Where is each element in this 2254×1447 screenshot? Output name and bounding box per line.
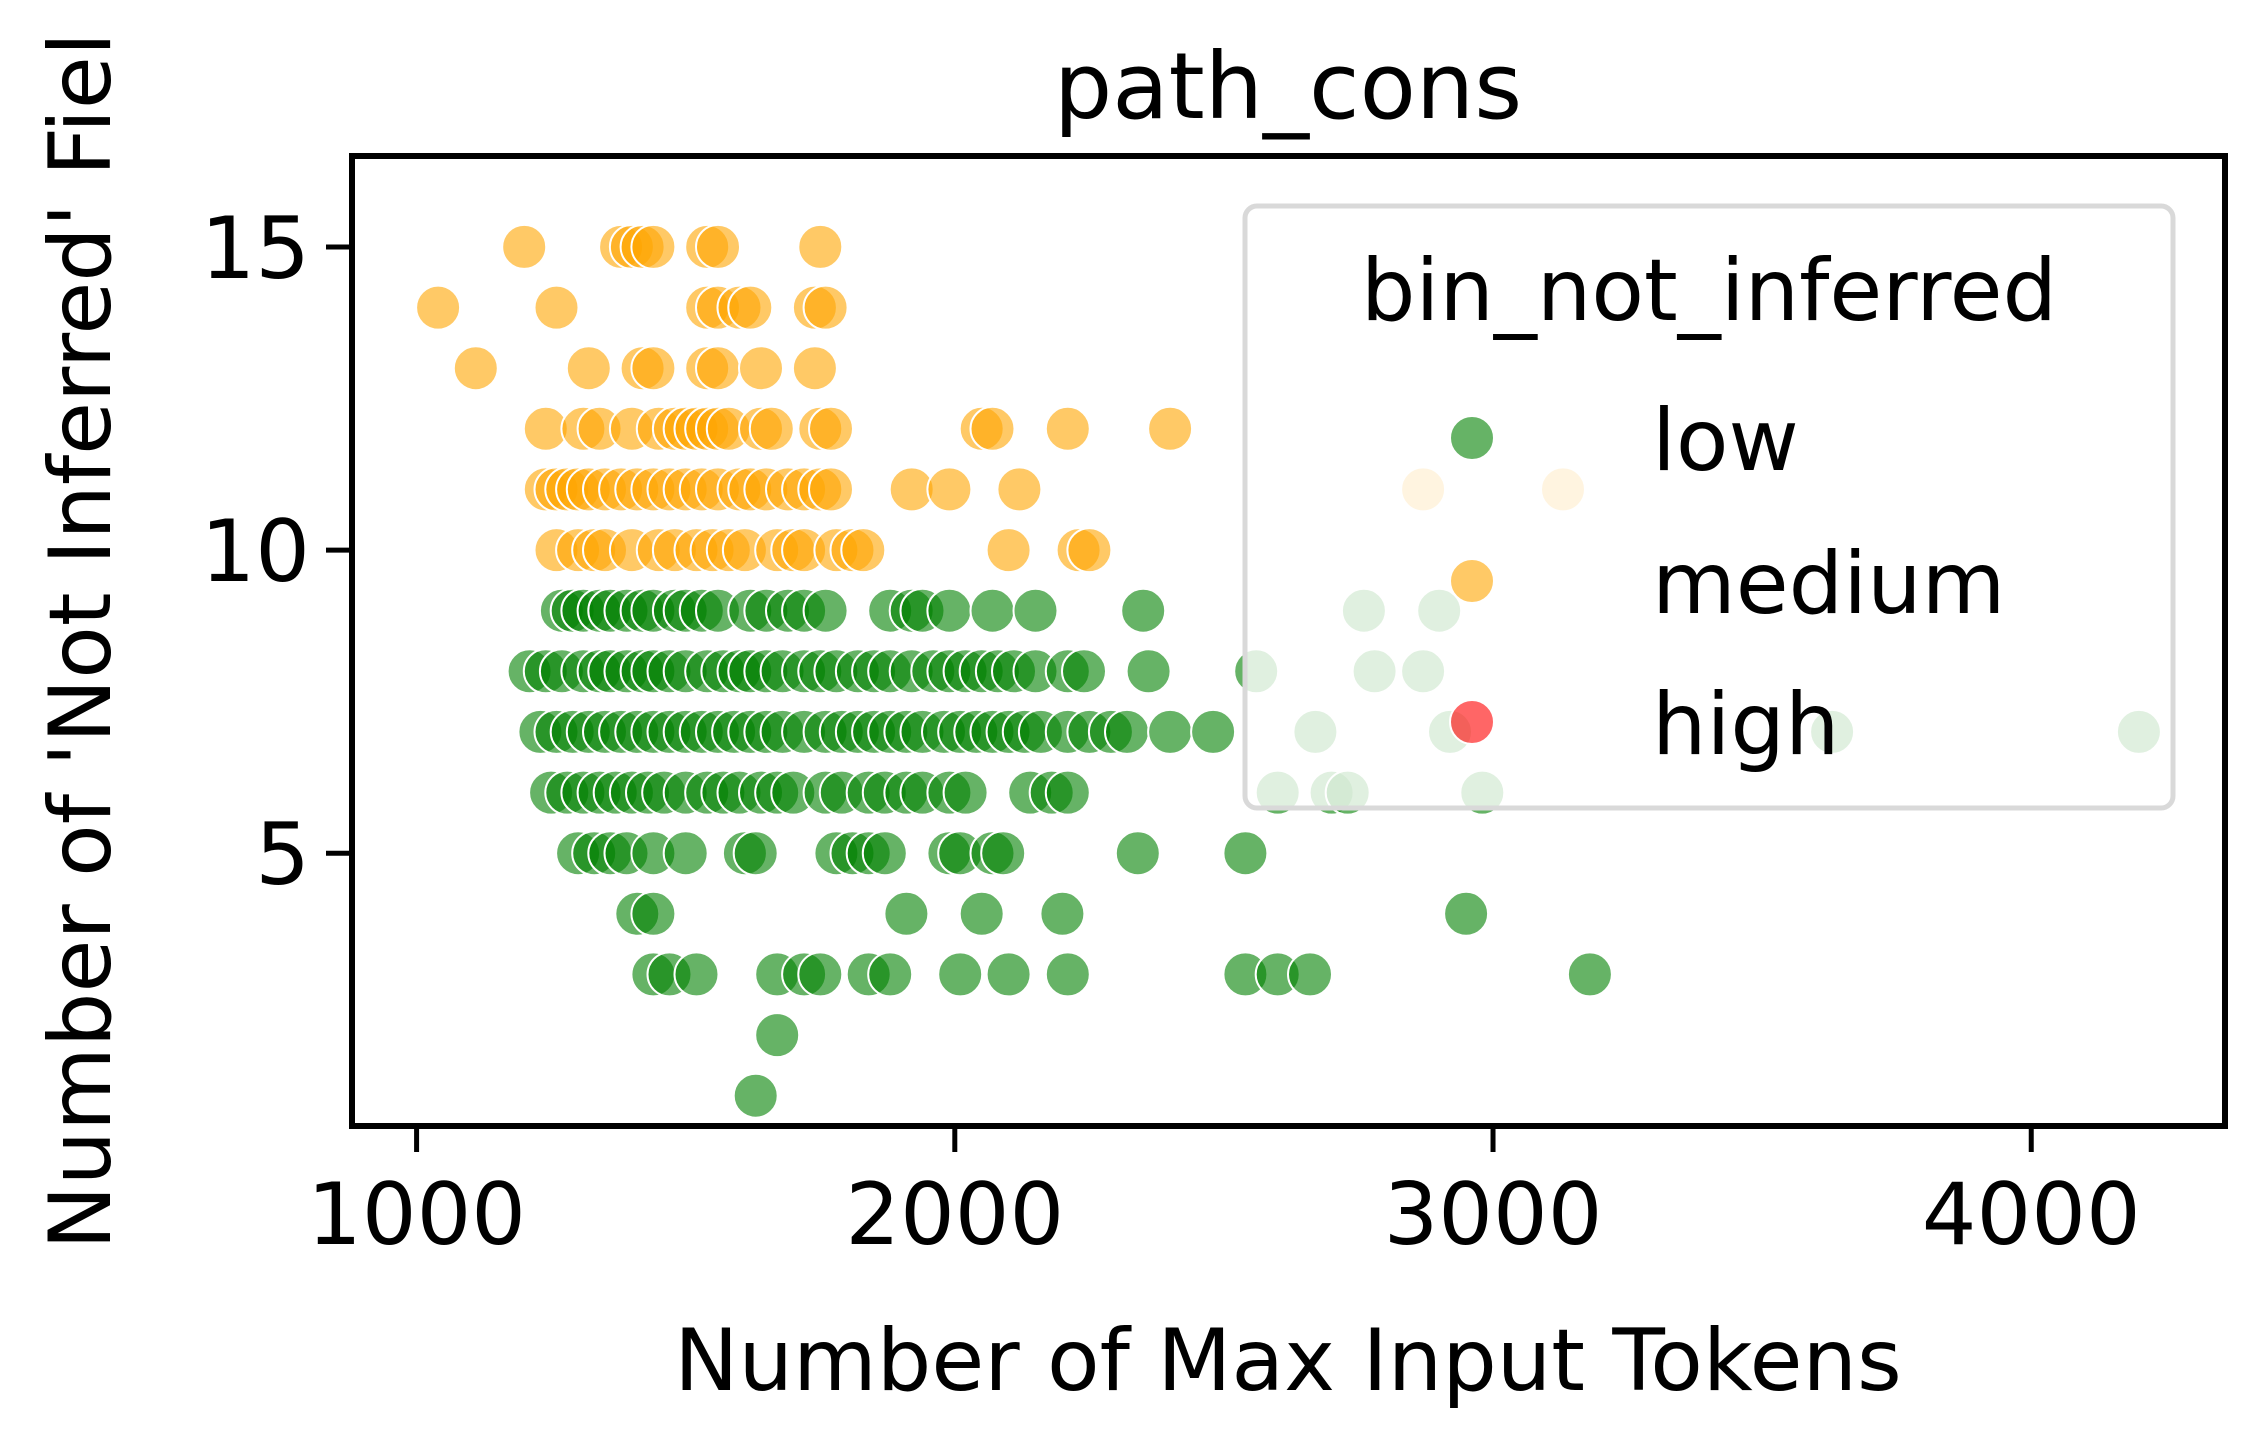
data-point-low-157 bbox=[1443, 890, 1490, 937]
data-point-medium-13 bbox=[727, 284, 774, 331]
data-point-low-166 bbox=[937, 951, 984, 998]
data-point-low-59 bbox=[1125, 648, 1172, 695]
legend-label-high: high bbox=[1652, 675, 1840, 775]
data-point-low-21 bbox=[969, 587, 1016, 634]
data-point-low-22 bbox=[1012, 587, 1059, 634]
data-point-medium-41 bbox=[1044, 405, 1091, 452]
y-axis-ticks: 5 10 15 bbox=[201, 199, 352, 905]
data-point-low-145 bbox=[861, 830, 908, 877]
data-point-medium-9 bbox=[533, 284, 580, 331]
data-point-medium-6 bbox=[695, 223, 741, 270]
data-point-medium-19 bbox=[630, 345, 677, 392]
data-point-medium-84 bbox=[840, 527, 887, 574]
data-point-medium-62 bbox=[808, 466, 854, 513]
data-point-medium-85 bbox=[985, 527, 1032, 574]
data-point-medium-17 bbox=[565, 345, 612, 392]
data-point-low-172 bbox=[1566, 951, 1613, 998]
data-point-medium-42 bbox=[1147, 405, 1194, 452]
legend-box bbox=[1242, 203, 2176, 811]
y-axis-label: Number of 'Not Inferred' Fiel bbox=[31, 32, 131, 1249]
data-point-low-97 bbox=[1104, 708, 1150, 755]
plot-area-frame bbox=[349, 153, 2228, 1129]
data-point-low-153 bbox=[630, 890, 677, 937]
x-tick-label-4000: 4000 bbox=[1922, 1165, 2141, 1265]
y-tick-label-10: 10 bbox=[201, 502, 310, 602]
data-point-medium-22 bbox=[738, 345, 784, 392]
data-point-medium-16 bbox=[452, 345, 499, 392]
data-point-medium-36 bbox=[748, 405, 795, 452]
data-point-low-150 bbox=[1114, 830, 1161, 877]
data-point-medium-4 bbox=[630, 223, 677, 270]
x-axis-ticks: 1000 2000 3000 4000 bbox=[307, 1126, 2141, 1265]
legend-title: bin_not_inferred bbox=[1361, 241, 2057, 341]
x-tick-label-1000: 1000 bbox=[307, 1165, 526, 1265]
data-point-low-129 bbox=[1044, 769, 1091, 816]
legend: bin_not_inferred low medium high bbox=[1242, 203, 2176, 811]
data-point-low-126 bbox=[942, 769, 989, 816]
data-point-low-99 bbox=[1190, 708, 1237, 755]
data-point-medium-23 bbox=[791, 345, 838, 392]
x-tick-label-2000: 2000 bbox=[845, 1165, 1064, 1265]
data-point-low-156 bbox=[1039, 890, 1086, 937]
data-point-low-160 bbox=[673, 951, 720, 998]
data-point-low-98 bbox=[1147, 708, 1194, 755]
y-tick-label-5: 5 bbox=[255, 805, 310, 905]
legend-label-low: low bbox=[1652, 391, 1799, 491]
data-point-medium-65 bbox=[996, 466, 1043, 513]
data-point-low-174 bbox=[732, 1072, 779, 1119]
data-point-low-151 bbox=[1222, 830, 1269, 877]
data-point-low-20 bbox=[926, 587, 973, 634]
data-point-low-154 bbox=[883, 890, 930, 937]
data-point-medium-0 bbox=[501, 223, 548, 270]
data-point-medium-15 bbox=[802, 284, 849, 331]
data-point-medium-7 bbox=[797, 223, 844, 270]
data-point-low-168 bbox=[1044, 951, 1091, 998]
chart-title: path_cons bbox=[1054, 33, 1522, 140]
data-point-low-139 bbox=[662, 830, 709, 877]
data-point-low-163 bbox=[797, 951, 844, 998]
data-point-low-155 bbox=[958, 890, 1005, 937]
data-point-medium-64 bbox=[926, 466, 973, 513]
data-point-low-173 bbox=[754, 1012, 801, 1059]
legend-marker-high bbox=[1449, 699, 1495, 745]
x-tick-label-3000: 3000 bbox=[1384, 1165, 1603, 1265]
x-axis-label: Number of Max Input Tokens bbox=[674, 1311, 1902, 1411]
data-point-medium-21 bbox=[695, 345, 741, 392]
data-point-low-16 bbox=[802, 587, 849, 634]
data-point-low-171 bbox=[1287, 951, 1333, 998]
data-point-medium-38 bbox=[808, 405, 854, 452]
data-point-low-141 bbox=[732, 830, 779, 877]
data-point-low-58 bbox=[1061, 648, 1107, 695]
data-point-low-149 bbox=[980, 830, 1027, 877]
data-point-medium-40 bbox=[969, 405, 1016, 452]
data-point-low-165 bbox=[867, 951, 914, 998]
data-point-low-23 bbox=[1120, 587, 1167, 634]
data-point-medium-8 bbox=[415, 284, 462, 331]
legend-label-medium: medium bbox=[1652, 534, 2005, 634]
legend-marker-medium bbox=[1449, 558, 1495, 604]
data-point-medium-87 bbox=[1066, 527, 1113, 574]
legend-marker-low bbox=[1449, 415, 1495, 461]
y-tick-label-15: 15 bbox=[201, 199, 310, 299]
data-point-low-167 bbox=[985, 951, 1032, 998]
